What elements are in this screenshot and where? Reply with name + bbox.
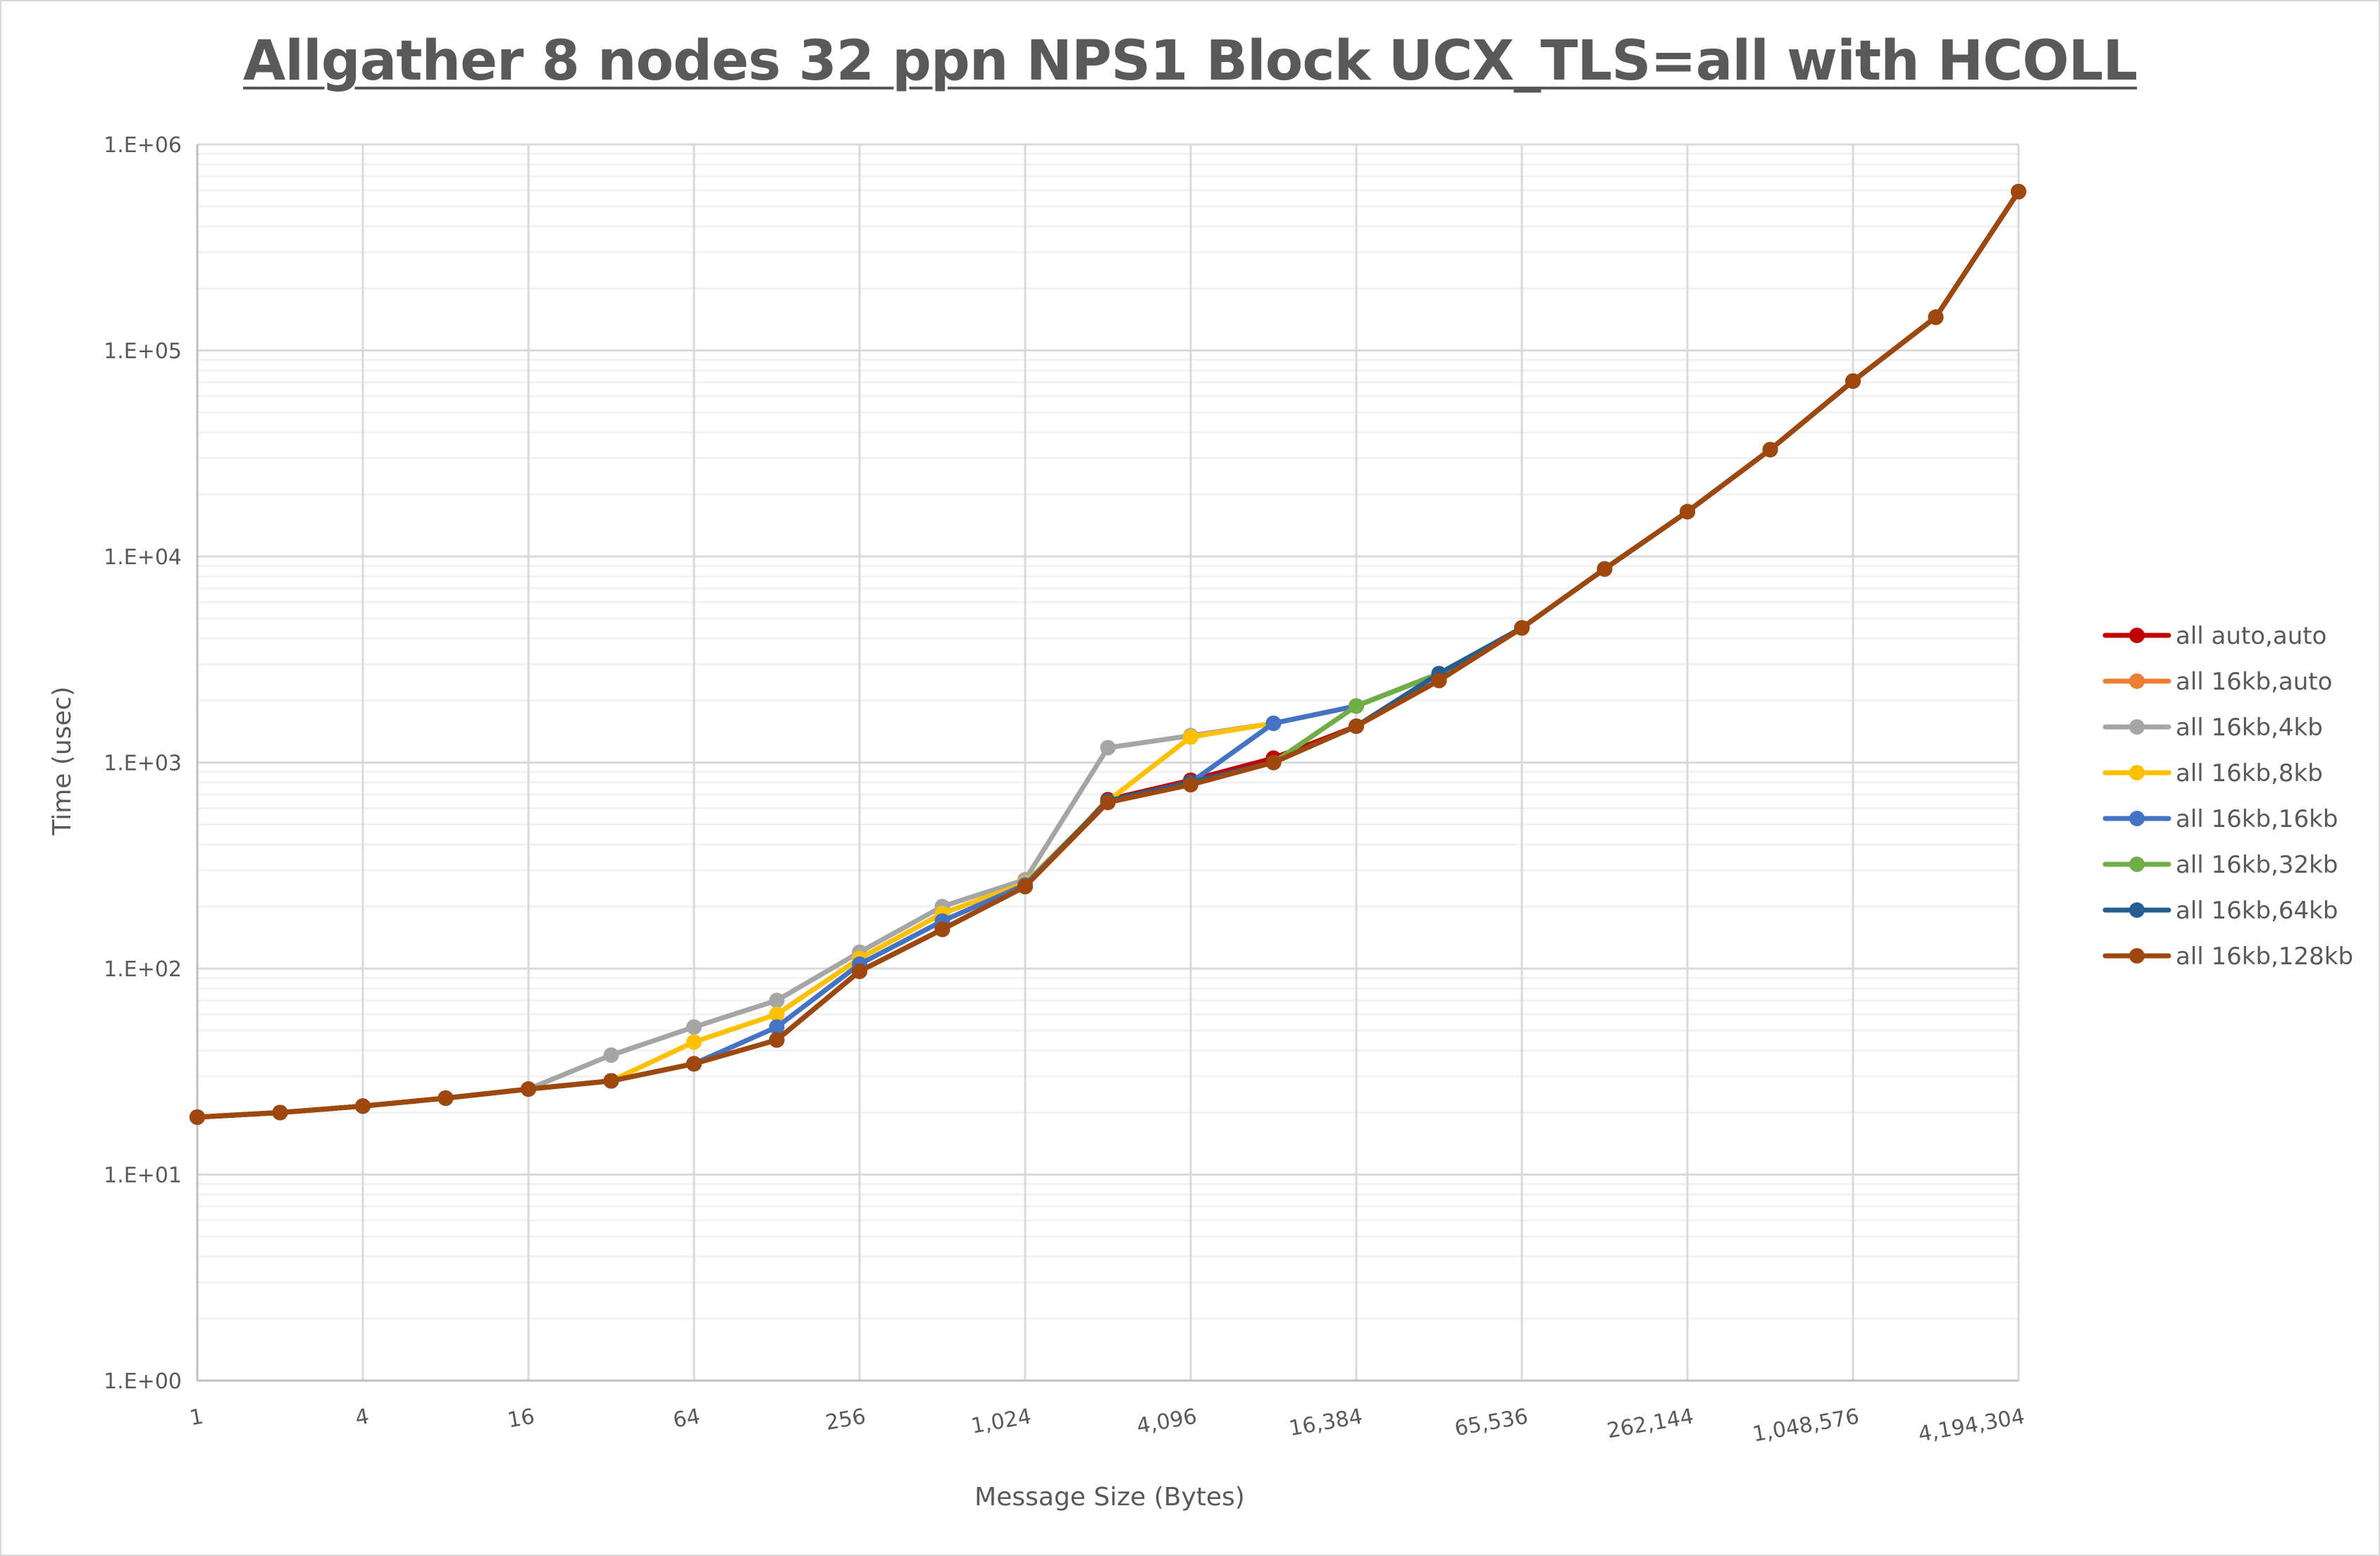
legend-marker <box>2129 719 2145 735</box>
legend-marker <box>2129 902 2145 918</box>
data-point <box>438 1090 454 1106</box>
x-tick-label: 4,096 <box>1135 1404 1199 1438</box>
y-tick-label: 1.E+05 <box>104 340 182 364</box>
data-point <box>1265 715 1282 731</box>
data-point <box>769 1032 785 1048</box>
legend-label: all 16kb,32kb <box>2176 851 2338 879</box>
legend-label: all 16kb,64kb <box>2176 897 2338 925</box>
x-tick-label: 16 <box>506 1404 537 1433</box>
series-all-16kb-8kb <box>190 184 2026 1125</box>
data-point <box>1928 309 1944 325</box>
data-point <box>1100 795 1116 811</box>
legend-item: all auto,auto <box>2102 622 2326 650</box>
data-point <box>1349 698 1364 714</box>
data-point <box>1017 878 1033 895</box>
data-point <box>603 1073 619 1089</box>
data-point <box>769 1006 785 1022</box>
legend-item: all 16kb,8kb <box>2102 759 2323 788</box>
legend-item: all 16kb,auto <box>2102 668 2332 696</box>
data-point <box>769 992 785 1009</box>
gridlines <box>196 143 2020 1382</box>
data-point <box>355 1098 371 1114</box>
y-axis-title: Time (usec) <box>48 686 77 835</box>
legend-label: all 16kb,16kb <box>2176 805 2338 833</box>
legend-label: all 16kb,4kb <box>2176 714 2323 742</box>
legend-label: all 16kb,8kb <box>2176 759 2323 788</box>
legend-item: all 16kb,128kb <box>2102 942 2353 971</box>
series-all-16kb-128kb <box>190 184 2026 1125</box>
legend-item: all 16kb,32kb <box>2102 851 2338 879</box>
series-all-16kb-4kb <box>190 184 2026 1125</box>
y-tick-label: 1.E+00 <box>104 1369 182 1394</box>
legend-item: all 16kb,4kb <box>2102 714 2323 742</box>
data-point <box>1680 504 1695 520</box>
data-point <box>1762 442 1778 458</box>
data-point <box>603 1047 619 1063</box>
data-point <box>1514 620 1530 636</box>
x-tick-label: 64 <box>671 1404 702 1433</box>
data-point <box>521 1081 536 1097</box>
data-point <box>190 1109 205 1125</box>
data-point <box>852 963 867 979</box>
x-tick-label: 65,536 <box>1453 1404 1530 1441</box>
data-point <box>1431 673 1447 689</box>
series-all-16kb-64kb <box>190 184 2026 1125</box>
tick-labels: 1.E+00 1.E+01 1.E+02 1.E+03 1.E+04 1.E+05 1.E+… <box>104 133 2026 1447</box>
x-tick-label: 1,024 <box>969 1404 1034 1438</box>
y-tick-label: 1.E+03 <box>104 752 182 776</box>
data-point <box>686 1019 702 1035</box>
legend-label: all auto,auto <box>2176 622 2326 650</box>
data-point <box>1100 740 1116 756</box>
data-point <box>1845 373 1861 390</box>
x-axis-title: Message Size (Bytes) <box>974 1483 1245 1512</box>
legend-label: all 16kb,128kb <box>2176 942 2353 971</box>
legend-marker <box>2129 857 2145 872</box>
legend: all auto,auto all 16kb,auto all 16kb,4kb al… <box>2102 622 2353 971</box>
series-all-16kb-16kb <box>190 184 2026 1125</box>
x-tick-label: 1,048,576 <box>1751 1404 1861 1447</box>
legend-marker <box>2129 765 2145 780</box>
y-tick-label: 1.E+02 <box>104 957 182 982</box>
legend-item: all 16kb,64kb <box>2102 897 2338 925</box>
legend-item: all 16kb,16kb <box>2102 805 2338 833</box>
x-tick-label: 16,384 <box>1287 1404 1364 1441</box>
x-tick-label: 1 <box>188 1404 206 1431</box>
series-all-auto-auto <box>190 184 2026 1125</box>
series-all-16kb-32kb <box>190 184 2026 1125</box>
data-point <box>272 1104 288 1121</box>
y-tick-label: 1.E+06 <box>104 133 182 158</box>
x-tick-label: 4,194,304 <box>1916 1404 2026 1447</box>
data-point <box>686 1034 702 1050</box>
data-point <box>934 921 950 938</box>
y-tick-label: 1.E+01 <box>104 1164 182 1188</box>
legend-marker <box>2129 628 2145 643</box>
legend-marker <box>2129 948 2145 964</box>
data-point <box>1183 777 1198 793</box>
series-all-16kb-auto <box>190 184 2026 1125</box>
series-group <box>190 184 2026 1125</box>
data-point <box>1597 561 1613 577</box>
legend-label: all 16kb,auto <box>2176 668 2332 696</box>
data-point <box>1183 729 1198 745</box>
x-tick-label: 256 <box>824 1404 867 1435</box>
data-point <box>2011 184 2026 200</box>
legend-marker <box>2129 811 2145 826</box>
legend-marker <box>2129 673 2145 689</box>
data-point <box>686 1056 702 1072</box>
y-tick-label: 1.E+04 <box>104 545 182 570</box>
x-tick-label: 262,144 <box>1605 1404 1695 1443</box>
data-point <box>1349 718 1364 734</box>
data-point <box>1265 754 1282 771</box>
data-point <box>769 1019 785 1035</box>
chart-title: Allgather 8 nodes 32 ppn NPS1 Block UCX_… <box>242 30 2138 93</box>
x-tick-label: 4 <box>354 1404 371 1431</box>
